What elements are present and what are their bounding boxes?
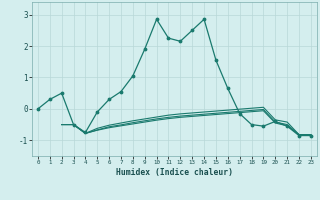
X-axis label: Humidex (Indice chaleur): Humidex (Indice chaleur) xyxy=(116,168,233,177)
